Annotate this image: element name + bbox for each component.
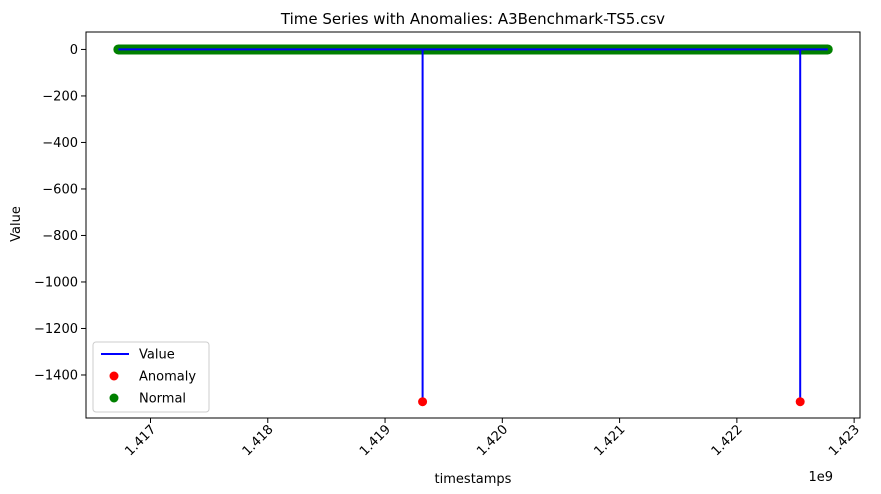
y-axis-label: Value — [9, 206, 24, 242]
y-tick-label: −1000 — [34, 275, 78, 290]
y-tick-label: 0 — [70, 43, 78, 58]
x-axis: 1.417 1.418 1.419 1.420 1.421 1.422 1.423 — [122, 418, 863, 459]
y-tick-label: −600 — [42, 182, 78, 197]
legend-label-value: Value — [139, 348, 175, 363]
y-axis: 0 −200 −400 −600 −800 −1000 −1200 −1400 — [34, 43, 86, 383]
x-tick-label: 1.423 — [826, 422, 863, 459]
plot-area — [113, 44, 833, 407]
chart-title: Time Series with Anomalies: A3Benchmark-… — [280, 10, 665, 28]
legend-swatch-normal — [109, 393, 119, 403]
y-tick-label: −200 — [42, 89, 78, 104]
y-tick-label: −1400 — [34, 368, 78, 383]
legend-swatch-anomaly — [109, 371, 119, 381]
x-tick-label: 1.422 — [709, 422, 746, 459]
x-tick-label: 1.421 — [591, 422, 628, 459]
x-tick-label: 1.417 — [122, 422, 159, 459]
y-tick-label: −400 — [42, 136, 78, 151]
x-offset-label: 1e9 — [808, 470, 833, 485]
x-tick-label: 1.419 — [357, 422, 394, 459]
legend-label-normal: Normal — [139, 392, 186, 407]
legend-box — [92, 341, 210, 413]
x-axis-label: timestamps — [435, 472, 512, 487]
legend: Value Anomaly Normal — [92, 341, 210, 413]
value-series-line — [118, 48, 828, 402]
legend-label-anomaly: Anomaly — [139, 370, 196, 385]
plot-frame — [85, 31, 861, 419]
anomaly-point — [795, 397, 805, 407]
y-tick-label: −800 — [42, 229, 78, 244]
x-tick-label: 1.420 — [474, 422, 511, 459]
y-tick-label: −1200 — [34, 322, 78, 337]
anomaly-point — [418, 397, 428, 407]
x-tick-label: 1.418 — [240, 422, 277, 459]
